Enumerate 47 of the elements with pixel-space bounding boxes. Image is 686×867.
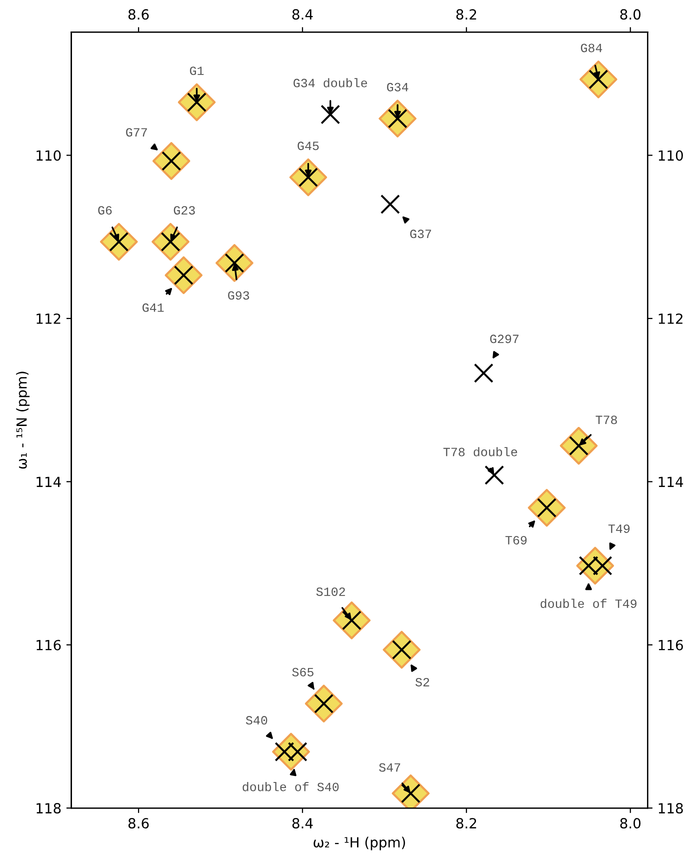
x2-tick-label: 8.4 <box>292 9 313 20</box>
annotation: G1 <box>190 66 204 76</box>
annotation: G34 <box>387 82 408 92</box>
x-axis-title: ω₂ - ¹H (ppm) <box>314 836 406 850</box>
x-tick-label: 8.0 <box>620 818 640 829</box>
x-tick-label: 8.6 <box>128 818 149 829</box>
annotation: G45 <box>298 142 319 150</box>
annotation: G77 <box>126 128 147 137</box>
y-tick-label: 112 <box>36 313 60 324</box>
annotation: T49 <box>608 524 630 533</box>
annotation: T69 <box>505 536 527 544</box>
annotation: G84 <box>580 44 602 52</box>
y2-tick-label: 110 <box>658 150 683 161</box>
y-axis-title: ω₁ - ¹⁵N (ppm) <box>16 372 30 469</box>
annotation: T78 double <box>443 447 518 456</box>
annotation: G23 <box>174 206 195 215</box>
point <box>380 194 400 214</box>
y-tick-label: 116 <box>36 640 61 650</box>
point <box>474 363 494 383</box>
y-tick-label: 114 <box>36 476 61 487</box>
annotation: G93 <box>228 291 250 300</box>
y-tick-label: 118 <box>36 803 61 814</box>
x2-tick-label: 8.6 <box>128 9 149 20</box>
y2-tick-label: 118 <box>658 803 683 814</box>
annotation: S47 <box>379 763 400 772</box>
annotation: G6 <box>98 206 112 215</box>
annotation: double of S40 <box>242 782 339 792</box>
x-tick-label: 8.2 <box>456 818 476 829</box>
annotation: S2 <box>415 678 430 686</box>
y2-tick-label: 114 <box>658 476 684 487</box>
y-tick-label: 110 <box>36 150 61 161</box>
point <box>320 104 340 124</box>
x2-tick-label: 8.2 <box>456 9 476 20</box>
annotation: G297 <box>490 334 519 344</box>
x2-tick-label: 8.0 <box>620 9 640 20</box>
annotation: S40 <box>246 716 268 725</box>
annotation: G37 <box>410 230 432 238</box>
point <box>484 465 504 485</box>
annotation: double of T49 <box>540 598 636 608</box>
y2-tick-label: 112 <box>658 313 682 324</box>
annotation: S102 <box>316 587 345 596</box>
annotation: T78 <box>596 416 617 424</box>
y2-tick-label: 116 <box>658 640 683 650</box>
annotation: S65 <box>292 668 314 676</box>
annotation: G34 double <box>294 78 368 88</box>
annotation: G41 <box>142 303 164 312</box>
x-tick-label: 8.4 <box>292 818 313 829</box>
